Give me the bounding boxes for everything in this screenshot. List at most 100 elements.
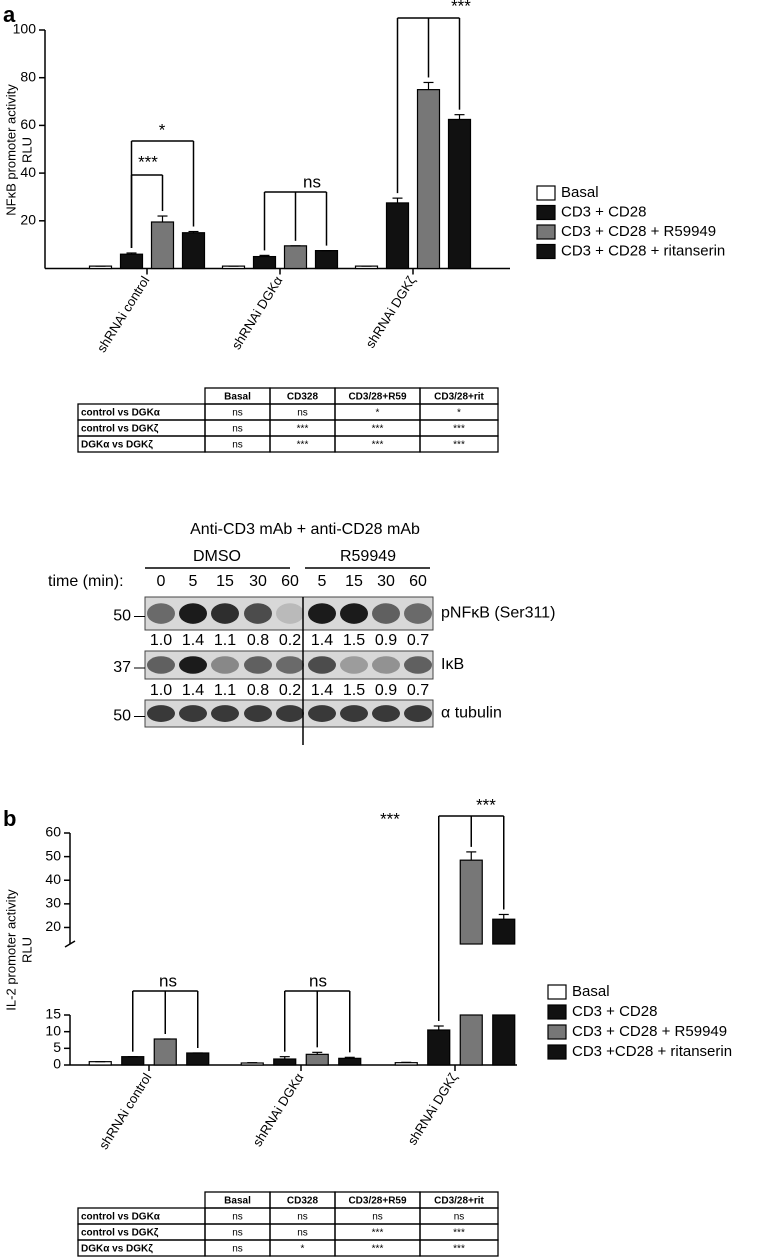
table-text: ns — [232, 424, 243, 435]
band — [179, 603, 207, 624]
legend-label: CD3 + CD28 — [561, 203, 646, 220]
y-axis-label: IL-2 promoter activity — [3, 889, 18, 1011]
legend-label: CD3 + CD28 — [572, 1003, 657, 1020]
band — [340, 656, 368, 674]
x-tick-label: shRNAi control — [94, 273, 153, 355]
y-tick-label: 40 — [45, 871, 61, 887]
y-axis-unit: RLU — [19, 937, 34, 963]
table-text: ns — [232, 1212, 243, 1223]
table-text: *** — [372, 440, 384, 451]
bar — [447, 118, 472, 270]
y-tick-label: 15 — [45, 1006, 61, 1022]
quantification: 1.0 — [150, 682, 172, 699]
band — [372, 603, 400, 624]
band — [244, 705, 272, 722]
y-tick-label: 10 — [45, 1022, 61, 1038]
legend-label: Basal — [561, 184, 599, 201]
x-tick-label: shRNAi DGKα — [229, 273, 286, 352]
band — [179, 705, 207, 722]
time-point: 60 — [409, 573, 427, 590]
time-label: time (min): — [48, 573, 124, 590]
time-point: 15 — [345, 573, 363, 590]
legend-label: Basal — [572, 983, 610, 1000]
bar — [416, 89, 441, 270]
significance: * — [159, 120, 166, 139]
band — [276, 656, 304, 674]
x-tick-label: shRNAi control — [96, 1070, 155, 1152]
legend-swatch — [547, 1024, 567, 1040]
band — [372, 656, 400, 674]
significance: ns — [309, 971, 327, 990]
quantification: 0.9 — [375, 632, 397, 649]
quantification: 1.1 — [214, 632, 236, 649]
quantification: 1.4 — [182, 632, 204, 649]
table-text: Basal — [224, 1196, 251, 1207]
table-text: control vs DGKζ — [81, 1228, 159, 1239]
significance: *** — [476, 795, 496, 814]
table-text: ns — [297, 1212, 308, 1223]
table-text: *** — [297, 440, 309, 451]
table-text: ns — [232, 440, 243, 451]
mw-marker: 37 — [113, 659, 131, 676]
band-label: IκB — [441, 656, 464, 673]
axis-break — [64, 940, 76, 948]
blot-group: R59949 — [340, 548, 396, 565]
band-label: α tubulin — [441, 705, 502, 722]
table-text: *** — [372, 1228, 384, 1239]
band — [244, 603, 272, 624]
legend-swatch — [547, 1004, 567, 1020]
x-tick-label: shRNAi DGKζ — [363, 273, 419, 350]
band — [404, 705, 432, 722]
y-axis-unit: RLU — [19, 137, 34, 163]
y-tick-label: 50 — [45, 847, 61, 863]
bar — [240, 1062, 264, 1066]
band — [211, 603, 239, 624]
table-text: *** — [453, 1244, 465, 1255]
bar-upper — [492, 918, 516, 945]
bar — [394, 1062, 418, 1066]
band — [211, 705, 239, 722]
y-tick-label: 5 — [53, 1039, 61, 1055]
y-tick-label: 40 — [20, 164, 36, 180]
y-tick-label: 30 — [45, 895, 61, 911]
band — [211, 656, 239, 674]
table-cell — [419, 1239, 499, 1257]
table-text: CD328 — [287, 1196, 319, 1207]
time-point: 0 — [157, 573, 166, 590]
time-point: 15 — [216, 573, 234, 590]
table-text: CD3/28+rit — [434, 392, 484, 403]
band — [147, 603, 175, 624]
y-tick-label: 60 — [45, 824, 61, 840]
table-text: control vs DGKζ — [81, 424, 159, 435]
bar — [121, 1056, 145, 1066]
table-text: ns — [297, 1228, 308, 1239]
panel-label: a — [3, 2, 16, 27]
table-text: CD3/28+R59 — [348, 392, 407, 403]
quantification: 0.7 — [407, 682, 429, 699]
blot-group: DMSO — [193, 548, 241, 565]
band — [340, 705, 368, 722]
table-cell — [419, 435, 499, 453]
table-text: *** — [453, 440, 465, 451]
legend-swatch — [547, 1044, 567, 1060]
significance: ns — [159, 971, 177, 990]
x-tick-label: shRNAi DGKα — [250, 1070, 307, 1149]
bar — [273, 1058, 297, 1066]
legend-swatch — [536, 243, 556, 260]
quantification: 0.9 — [375, 682, 397, 699]
bar — [427, 1029, 451, 1066]
table-text: DGKα vs DGKζ — [81, 1244, 153, 1255]
band — [308, 656, 336, 674]
time-point: 30 — [249, 573, 267, 590]
band — [404, 656, 432, 674]
significance: *** — [380, 809, 400, 828]
y-tick-label: 0 — [53, 1056, 61, 1072]
quantification: 1.5 — [343, 682, 365, 699]
bar — [459, 1014, 483, 1066]
y-tick-label: 60 — [20, 116, 36, 132]
quantification: 0.8 — [247, 632, 269, 649]
table-text: CD328 — [287, 392, 319, 403]
significance: ns — [303, 172, 321, 191]
table-text: *** — [372, 424, 384, 435]
bar — [119, 253, 144, 270]
